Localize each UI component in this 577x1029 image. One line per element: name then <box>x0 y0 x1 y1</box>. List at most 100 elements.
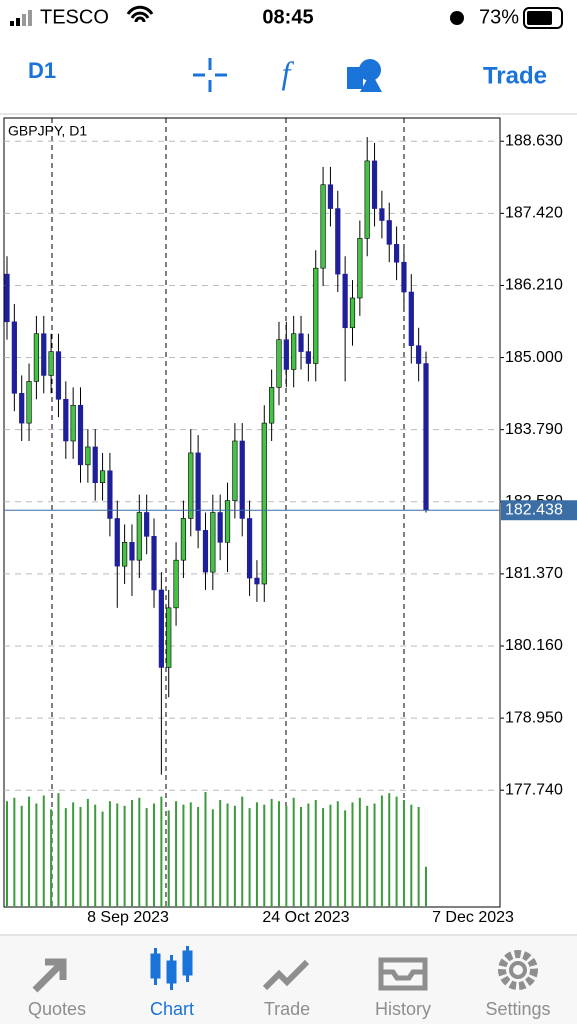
x-tick-label: 24 Oct 2023 <box>262 909 349 926</box>
volume-bar <box>160 796 163 907</box>
y-tick-label: 181.370 <box>505 565 563 582</box>
tab-icon <box>498 950 538 990</box>
tab-quotes[interactable]: Quotes <box>28 958 86 1019</box>
volume-bar <box>373 803 376 907</box>
volume-bar <box>189 802 192 907</box>
volume-bar <box>35 803 38 907</box>
alarm-icon <box>450 11 464 25</box>
volume-bar <box>50 809 53 907</box>
volume-bar <box>138 797 141 907</box>
volume-bar <box>175 801 178 907</box>
candle-body <box>195 452 201 531</box>
volume-bar <box>307 803 310 907</box>
volume-bar <box>153 803 156 907</box>
x-tick-label: 8 Sep 2023 <box>87 909 169 926</box>
candle-body <box>291 333 297 370</box>
y-tick-label: 180.160 <box>505 637 563 654</box>
tab-label: Chart <box>150 999 194 1019</box>
volume-bar <box>6 801 8 907</box>
volume-bar <box>248 808 251 907</box>
y-tick-label: 186.210 <box>505 277 563 294</box>
volume-bar <box>219 800 222 907</box>
volume-bar <box>42 795 45 907</box>
volume-bar <box>402 800 405 907</box>
tab-chart[interactable]: Chart <box>150 946 194 1019</box>
candle-body <box>180 518 187 561</box>
candle-body <box>144 512 150 537</box>
volume-bar <box>277 801 280 907</box>
indicators-button[interactable]: f <box>282 54 295 90</box>
candle-body <box>276 339 282 388</box>
volume-bar <box>28 796 31 907</box>
volume-bar <box>226 803 229 907</box>
crosshair-button[interactable] <box>193 58 227 92</box>
candle-body <box>246 518 253 579</box>
tab-label: History <box>375 999 431 1019</box>
volume-bar <box>241 796 244 907</box>
candle-body <box>305 351 311 364</box>
volume-bar <box>197 806 200 907</box>
tab-history[interactable]: History <box>375 957 431 1019</box>
volume-bar <box>380 795 383 907</box>
tab-settings[interactable]: Settings <box>485 950 551 1019</box>
objects-button[interactable] <box>347 59 382 92</box>
tab-icon <box>150 946 193 990</box>
trade-button[interactable]: Trade <box>483 62 547 89</box>
volume-bar <box>292 797 295 907</box>
signal <box>10 10 32 26</box>
candle-body <box>269 387 275 424</box>
candle-body <box>188 452 194 519</box>
candle-body <box>261 422 267 585</box>
candle-body <box>55 351 62 400</box>
candle-body <box>298 333 304 352</box>
volume-bar <box>123 805 126 907</box>
candle-body <box>4 273 10 323</box>
volume-bar <box>410 804 413 907</box>
candle-body <box>63 398 69 442</box>
volume-bar <box>285 805 288 907</box>
candle-body <box>136 512 142 561</box>
volume-bar <box>336 801 339 907</box>
volume-bar <box>417 806 420 907</box>
y-tick-label: 188.630 <box>505 132 563 149</box>
volume-bar <box>94 804 97 907</box>
tab-icon <box>378 957 428 991</box>
candle-body <box>85 446 91 466</box>
candle-body <box>129 541 135 561</box>
volume-bar <box>72 802 75 907</box>
candle-body <box>423 363 429 511</box>
volume-bar <box>388 793 391 907</box>
candle-body <box>327 184 334 209</box>
candle-body <box>173 559 179 609</box>
candle-body <box>364 160 370 239</box>
volume-bar <box>300 806 303 907</box>
volume-bar <box>64 808 67 907</box>
volume-bar <box>322 808 325 907</box>
candle-body <box>151 536 157 591</box>
timeframe-button[interactable]: D1 <box>28 58 56 83</box>
candle-body <box>342 273 348 329</box>
candle-body <box>166 607 172 668</box>
chart-title: GBPJPY, D1 <box>8 123 87 139</box>
y-tick-label: 187.420 <box>505 205 563 222</box>
wifi-icon <box>126 5 154 23</box>
volume-bar <box>79 806 82 907</box>
volume-bar <box>366 805 369 907</box>
candle-body <box>320 184 326 269</box>
volume-bar <box>57 793 60 907</box>
candle-body <box>408 291 414 346</box>
candle-body <box>239 440 245 519</box>
volume-bar <box>263 804 266 907</box>
candle-body <box>26 381 32 424</box>
candle-body <box>70 404 76 442</box>
carrier: TESCO <box>40 6 109 28</box>
candle-body <box>210 512 216 573</box>
volume-bar <box>425 866 427 907</box>
clock: 08:45 <box>262 6 313 28</box>
volume-bar <box>116 803 119 907</box>
candle-body <box>114 518 120 567</box>
candle-body <box>33 333 40 382</box>
candle-body <box>313 267 319 364</box>
candle-body <box>357 238 363 299</box>
tab-trade[interactable]: Trade <box>262 959 310 1019</box>
